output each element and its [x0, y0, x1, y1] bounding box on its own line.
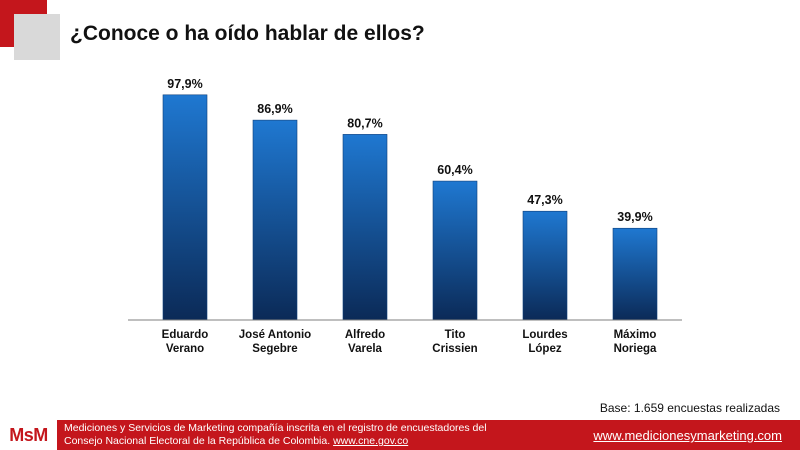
data-label: 86,9%: [257, 102, 292, 116]
data-label: 47,3%: [527, 193, 562, 207]
category-label: Alfredo: [345, 329, 385, 341]
footer-bar: MsM Mediciones y Servicios de Marketing …: [0, 420, 800, 450]
data-label: 39,9%: [617, 210, 652, 224]
chart-title: ¿Conoce o ha oído hablar de ellos?: [70, 22, 425, 45]
footer-line-2-prefix: Consejo Nacional Electoral de la Repúbli…: [64, 435, 334, 447]
cne-link[interactable]: www.cne.gov.co: [333, 435, 409, 447]
website-link[interactable]: www.medicionesymarketing.com: [593, 428, 782, 443]
category-label: Crissien: [432, 343, 477, 355]
bar: [162, 94, 208, 321]
category-label: Tito: [445, 329, 466, 341]
data-label: 80,7%: [347, 116, 382, 130]
data-label: 60,4%: [437, 163, 472, 177]
bar: [252, 119, 298, 321]
category-label: Noriega: [614, 343, 657, 355]
footer-registration-text: Mediciones y Servicios de Marketing comp…: [64, 422, 487, 448]
category-label: Verano: [166, 343, 204, 355]
msm-logo: MsM: [0, 420, 57, 450]
category-label: Varela: [348, 343, 382, 355]
category-label: López: [528, 343, 561, 355]
category-label: José Antonio: [239, 329, 311, 341]
corner-accent-grey: [14, 14, 60, 60]
base-note: Base: 1.659 encuestas realizadas: [599, 401, 780, 415]
data-label: 97,9%: [167, 77, 202, 91]
bar: [522, 210, 568, 321]
category-label: Eduardo: [162, 329, 209, 341]
category-label: Lourdes: [522, 329, 567, 341]
footer-line-2: Consejo Nacional Electoral de la Repúbli…: [64, 435, 487, 448]
bar: [612, 227, 658, 321]
category-label: Segebre: [252, 343, 297, 355]
bar-chart: 97,9% 86,9% 80,7% 60,4% 47,3% 39,9% Eduardo Ve…: [128, 77, 682, 355]
footer-line-1: Mediciones y Servicios de Marketing comp…: [64, 422, 487, 434]
bar: [432, 180, 478, 321]
category-label: Máximo: [614, 329, 657, 341]
bar: [342, 134, 388, 321]
